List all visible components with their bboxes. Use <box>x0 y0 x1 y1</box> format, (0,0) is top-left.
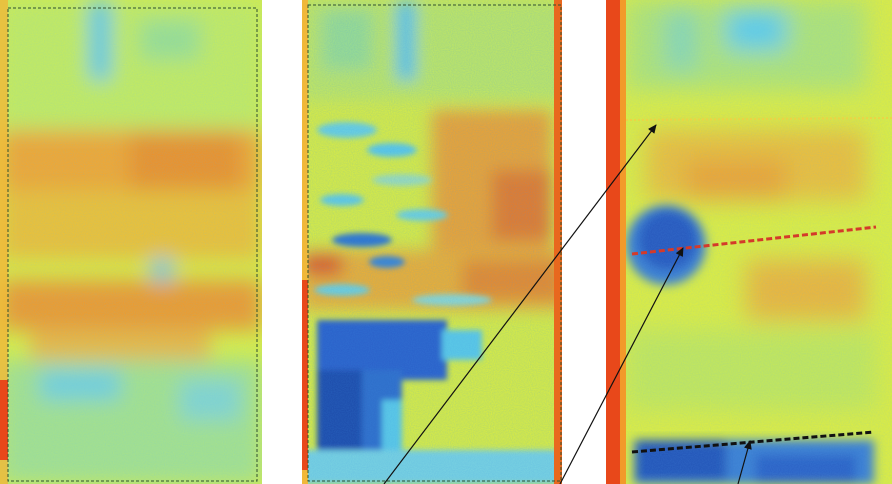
left-edge-hot <box>302 280 308 470</box>
right-gap <box>562 0 570 484</box>
left-edge-warm <box>620 0 626 484</box>
thermal-map-b <box>302 0 570 484</box>
thermal-panel-b <box>302 0 570 484</box>
texture-noise <box>302 0 570 484</box>
texture-noise <box>606 0 892 484</box>
thermal-map-a <box>0 0 262 484</box>
thermal-panel-a <box>0 0 262 484</box>
thermal-map-c <box>606 0 892 484</box>
texture-noise <box>0 0 262 484</box>
thermal-panel-c <box>606 0 892 484</box>
left-edge-hot <box>0 380 8 460</box>
